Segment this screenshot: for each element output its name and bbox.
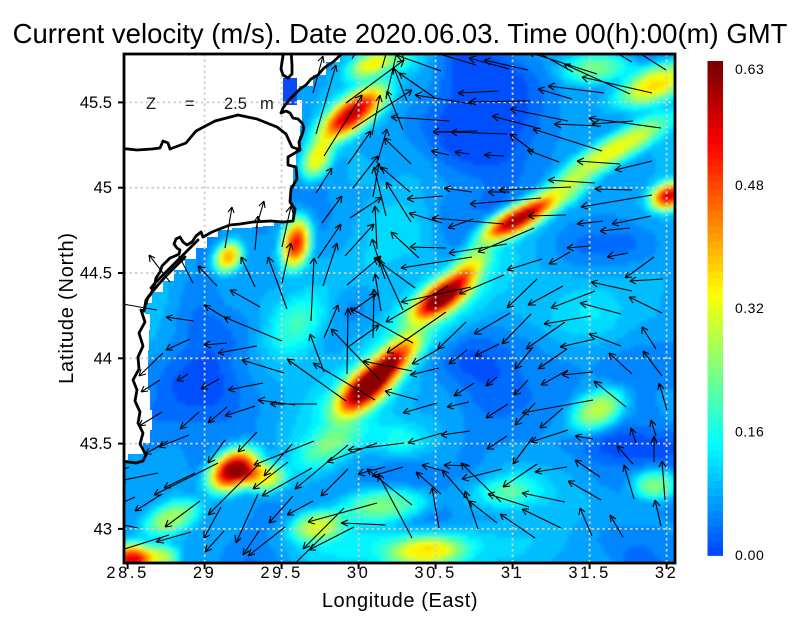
svg-text:0.16: 0.16: [735, 424, 764, 440]
svg-text:44.5: 44.5: [80, 265, 112, 283]
svg-text:28.5: 28.5: [106, 564, 149, 582]
svg-text:32: 32: [655, 564, 679, 582]
svg-text:0.32: 0.32: [735, 300, 764, 316]
svg-text:45: 45: [94, 179, 112, 197]
svg-text:=: =: [185, 95, 195, 113]
svg-text:44: 44: [94, 350, 112, 368]
svg-text:45.5: 45.5: [80, 94, 112, 112]
svg-text:2.5: 2.5: [224, 95, 247, 113]
svg-text:43: 43: [94, 520, 112, 538]
svg-text:0.63: 0.63: [735, 61, 764, 77]
svg-text:Current velocity (m/s). Date 2: Current velocity (m/s). Date 2020.06.03.…: [13, 18, 788, 49]
svg-text:31: 31: [501, 564, 525, 582]
svg-text:30.5: 30.5: [414, 564, 457, 582]
svg-text:43.5: 43.5: [80, 435, 112, 453]
svg-text:29.5: 29.5: [260, 564, 303, 582]
svg-text:31.5: 31.5: [568, 564, 611, 582]
svg-text:0.48: 0.48: [735, 177, 764, 193]
svg-text:Longitude (East): Longitude (East): [322, 590, 478, 612]
svg-text:30: 30: [347, 564, 371, 582]
svg-text:Z: Z: [146, 95, 156, 113]
svg-text:Latitude (North): Latitude (North): [56, 232, 78, 384]
svg-text:m: m: [260, 95, 274, 113]
svg-text:29: 29: [193, 564, 217, 582]
svg-text:0.00: 0.00: [735, 547, 764, 563]
